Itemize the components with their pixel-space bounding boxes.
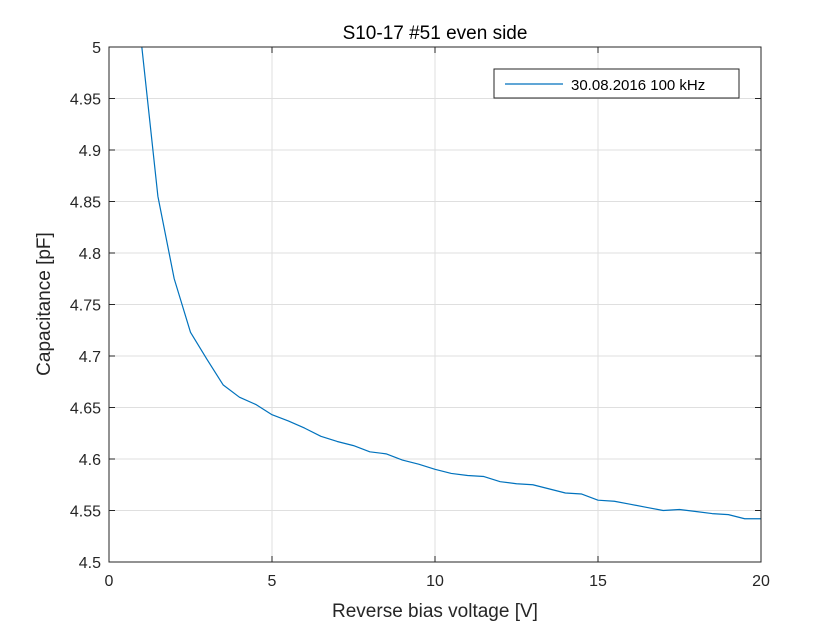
y-axis-label: Capacitance [pF]: [34, 232, 55, 376]
x-tick-label: 5: [268, 573, 277, 590]
y-tick-label: 4.75: [70, 298, 101, 315]
y-tick-label: 4.7: [79, 349, 101, 366]
chart-title: S10-17 #51 even side: [343, 23, 528, 44]
series-line-0: [141, 47, 761, 520]
series-layer: [141, 47, 761, 520]
x-tick-label: 0: [105, 573, 114, 590]
y-tick-label: 5: [92, 40, 101, 57]
x-tick-label: 20: [752, 573, 770, 590]
y-tick-label: 4.85: [70, 195, 101, 212]
y-tick-label: 4.95: [70, 92, 101, 109]
y-tick-label: 4.8: [79, 246, 101, 263]
x-tick-label: 10: [426, 573, 444, 590]
y-tick-label: 4.65: [70, 401, 101, 418]
legend-series-label: 30.08.2016 100 kHz: [571, 77, 705, 94]
grid-lines: [109, 47, 761, 562]
legend: 30.08.2016 100 kHz: [493, 68, 740, 99]
y-tick-label: 4.9: [79, 143, 101, 160]
y-tick-label: 4.55: [70, 504, 101, 521]
x-tick-label: 15: [589, 573, 607, 590]
x-axis-label: Reverse bias voltage [V]: [332, 601, 538, 622]
axis-ticks: 0 5 10 15 20 4.5 4.55 4.6 4.65 4.7 4.75 4.8 4.85 4.9 4…: [70, 40, 770, 590]
y-tick-label: 4.5: [79, 555, 101, 572]
y-tick-label: 4.6: [79, 452, 101, 469]
